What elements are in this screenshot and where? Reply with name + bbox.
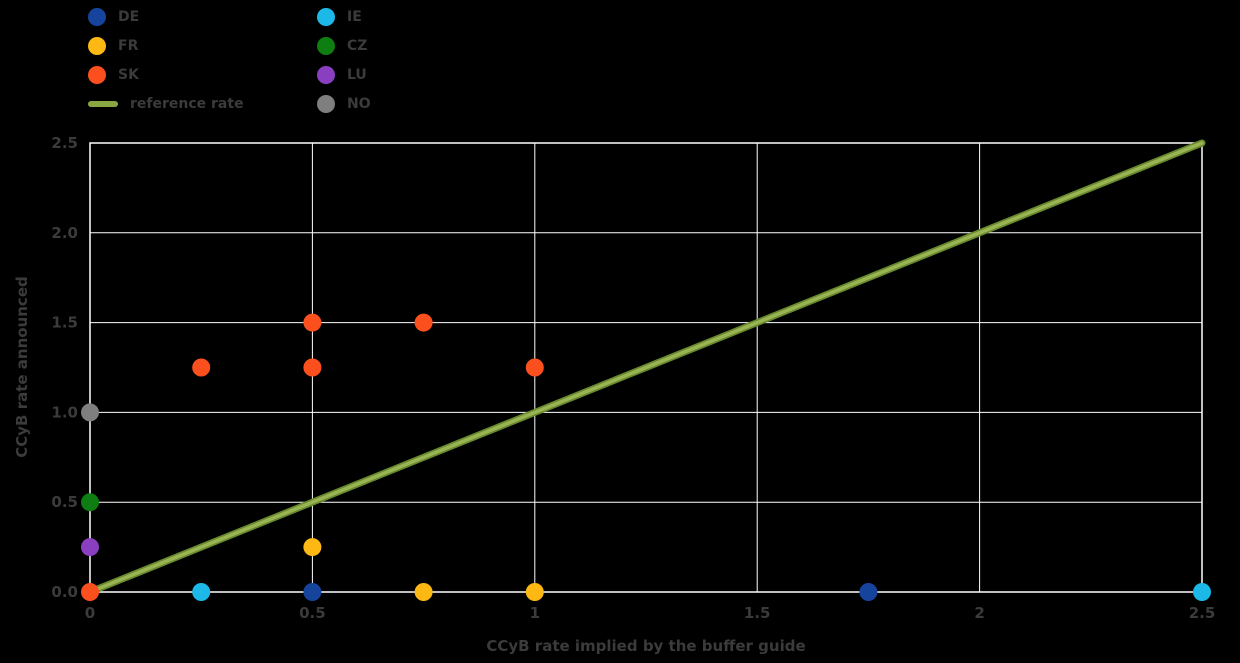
- legend-item-de: DE: [88, 2, 244, 31]
- data-point-FR: [303, 538, 322, 557]
- data-point-IE: [192, 583, 211, 601]
- legend-item-ie: IE: [317, 2, 371, 31]
- x-tick-label: 2.5: [1189, 604, 1216, 622]
- x-tick-label: 1: [530, 604, 540, 622]
- legend-item-no: NO: [317, 89, 371, 118]
- legend-item-fr: FR: [88, 31, 244, 60]
- x-tick-label: 2: [974, 604, 984, 622]
- legend-column-2: IE CZ LU NO: [317, 2, 371, 118]
- legend-dot-swatch-icon: [88, 36, 106, 55]
- data-point-DE: [859, 583, 878, 601]
- reference-line: [88, 141, 1204, 594]
- legend-label: reference rate: [130, 95, 244, 112]
- data-point-SK: [81, 583, 99, 601]
- y-axis-label: CCyB rate announced: [13, 276, 31, 458]
- y-tick-label: 1.5: [51, 314, 78, 332]
- legend-dot-swatch-icon: [88, 7, 106, 26]
- data-point-DE: [303, 583, 322, 601]
- legend-dot-swatch-icon: [317, 65, 335, 84]
- legend-label: NO: [347, 95, 371, 112]
- data-point-SK: [303, 358, 322, 377]
- data-point-SK: [303, 313, 322, 332]
- legend-label: SK: [118, 66, 139, 83]
- y-tick-label: 2.5: [51, 134, 78, 152]
- data-point-LU: [81, 538, 99, 557]
- y-tick-label: 1.0: [51, 403, 78, 421]
- legend-item-sk: SK: [88, 60, 244, 89]
- data-point-CZ: [81, 493, 99, 512]
- legend-label: DE: [118, 8, 140, 25]
- legend-dot-swatch-icon: [88, 65, 106, 84]
- plot-border: [89, 142, 1203, 593]
- legend-label: FR: [118, 37, 139, 54]
- x-axis-label: CCyB rate implied by the buffer guide: [486, 637, 806, 655]
- data-point-NO: [81, 403, 99, 422]
- legend-dot-swatch-icon: [317, 36, 335, 55]
- legend-item-cz: CZ: [317, 31, 371, 60]
- x-tick-label: 1.5: [744, 604, 771, 622]
- y-tick-label: 0.0: [51, 583, 78, 601]
- data-point-FR: [525, 583, 544, 601]
- legend-item-lu: LU: [317, 60, 371, 89]
- legend-label: IE: [347, 8, 362, 25]
- legend-dot-swatch-icon: [317, 94, 335, 113]
- x-tick-label: 0.5: [299, 604, 326, 622]
- data-point-IE: [1193, 583, 1211, 601]
- data-point-SK: [525, 358, 544, 377]
- legend-label: LU: [347, 66, 367, 83]
- legend-column-1: DE FR SK reference rate: [88, 2, 244, 118]
- y-tick-label: 0.5: [51, 493, 78, 511]
- y-tick-label: 2.0: [51, 224, 78, 242]
- data-point-FR: [414, 583, 433, 601]
- legend-label: CZ: [347, 37, 368, 54]
- legend-dot-swatch-icon: [317, 7, 335, 26]
- legend-line-swatch-icon: [88, 100, 118, 107]
- data-point-SK: [414, 313, 433, 332]
- legend-item-reference-rate: reference rate: [88, 89, 244, 118]
- x-tick-label: 0: [85, 604, 95, 622]
- data-point-SK: [192, 358, 211, 377]
